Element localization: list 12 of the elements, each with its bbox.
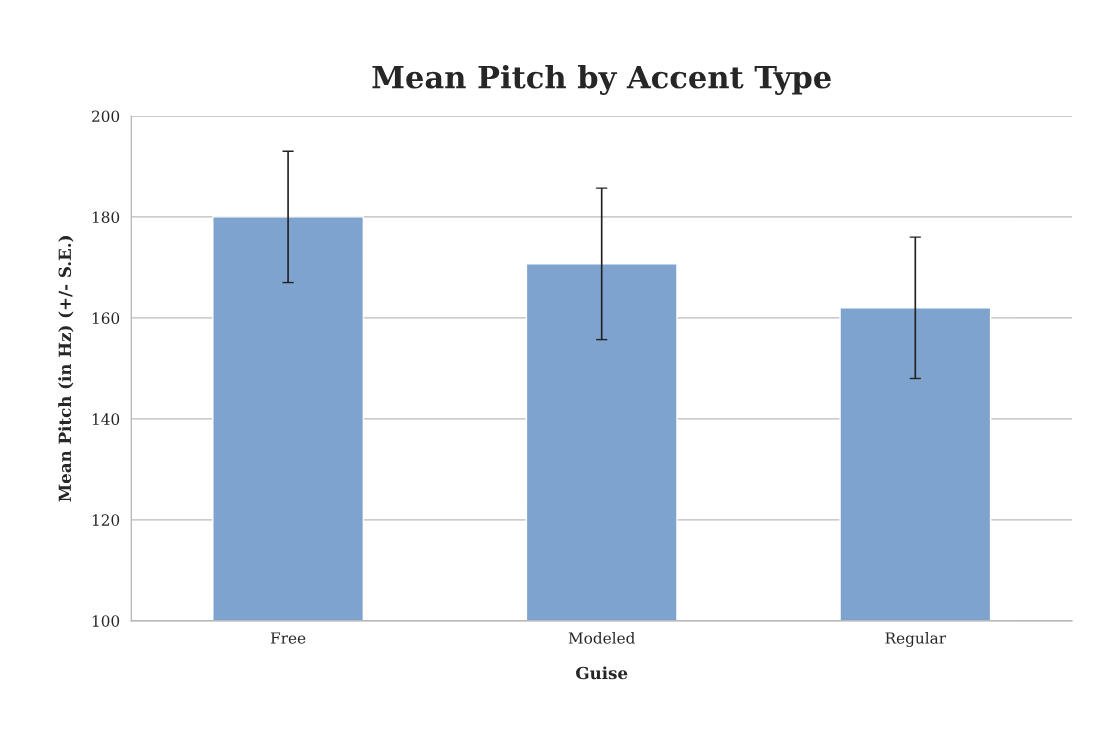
x-tick-label: Regular [885,631,947,647]
y-tick-label: 120 [92,514,120,526]
x-tick-label: Modeled [568,631,635,644]
y-tick-label: 140 [92,413,120,425]
y-tick-label: 100 [92,615,120,627]
y-tick-label: 180 [92,211,120,223]
chart-title: Mean Pitch by Accent Type [372,64,831,95]
x-axis-title: Guise [576,666,628,680]
y-tick-label: 160 [92,312,120,324]
y-tick-label: 200 [92,110,120,122]
x-tick-label: Free [270,632,306,644]
y-axis-title: Mean Pitch (in Hz) (+/- S.E.) [58,236,74,502]
